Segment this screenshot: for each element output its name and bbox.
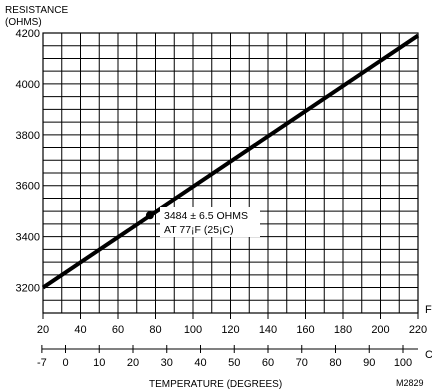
f-tick-label: 220 <box>409 324 427 336</box>
f-tick-label: 160 <box>296 324 314 336</box>
x-axis-label: TEMPERATURE (DEGREES) <box>149 379 282 390</box>
y-axis-label-line1: RESISTANCE <box>5 5 68 16</box>
c-tick-label: 90 <box>363 357 375 369</box>
celsius-unit-label: C <box>425 349 432 361</box>
f-tick-label: 20 <box>37 324 49 336</box>
figure-id: M2829 <box>396 378 424 388</box>
f-tick-label: 100 <box>184 324 202 336</box>
c-tick-label: -7 <box>37 357 47 369</box>
c-tick-label: 10 <box>93 357 105 369</box>
grid-lines <box>42 32 419 313</box>
c-tick-label: 80 <box>329 357 341 369</box>
c-tick-label: 100 <box>394 357 412 369</box>
annotation-box <box>160 207 260 237</box>
y-tick-labels: 3200 3400 3600 3800 4000 4200 <box>16 28 40 295</box>
f-tick-label: 80 <box>149 324 161 336</box>
fahrenheit-axis: 20 40 60 80 100 120 140 160 180 200 220 <box>37 313 427 336</box>
annotation-line1: 3484 ± 6.5 OHMS <box>164 210 248 222</box>
y-tick-label: 3800 <box>16 130 40 142</box>
c-tick-label: 30 <box>161 357 173 369</box>
f-tick-label: 40 <box>74 324 86 336</box>
y-tick-label: 4000 <box>16 79 40 91</box>
plot-frame <box>42 32 419 314</box>
f-tick-label: 120 <box>221 324 239 336</box>
f-tick-label: 140 <box>259 324 277 336</box>
f-tick-label: 200 <box>371 324 389 336</box>
data-point-marker <box>145 211 154 220</box>
celsius-axis: -7 0 10 20 30 40 50 60 70 80 90 100 <box>37 345 418 369</box>
f-tick-label: 60 <box>112 324 124 336</box>
y-tick-label: 3200 <box>16 283 40 295</box>
fahrenheit-unit-label: F <box>425 304 432 316</box>
c-tick-label: 60 <box>262 357 274 369</box>
y-tick-label: 3600 <box>16 181 40 193</box>
annotation-line2: AT 77¡F (25¡C) <box>164 224 234 236</box>
c-tick-label: 40 <box>194 357 206 369</box>
y-tick-label: 3400 <box>16 232 40 244</box>
c-tick-label: 70 <box>296 357 308 369</box>
c-tick-label: 0 <box>62 357 68 369</box>
y-axis-label-line2: (OHMS) <box>5 17 42 28</box>
y-tick-label: 4200 <box>16 28 40 40</box>
c-tick-label: 50 <box>228 357 240 369</box>
series-line <box>41 33 420 290</box>
f-tick-label: 180 <box>334 324 352 336</box>
c-tick-label: 20 <box>127 357 139 369</box>
